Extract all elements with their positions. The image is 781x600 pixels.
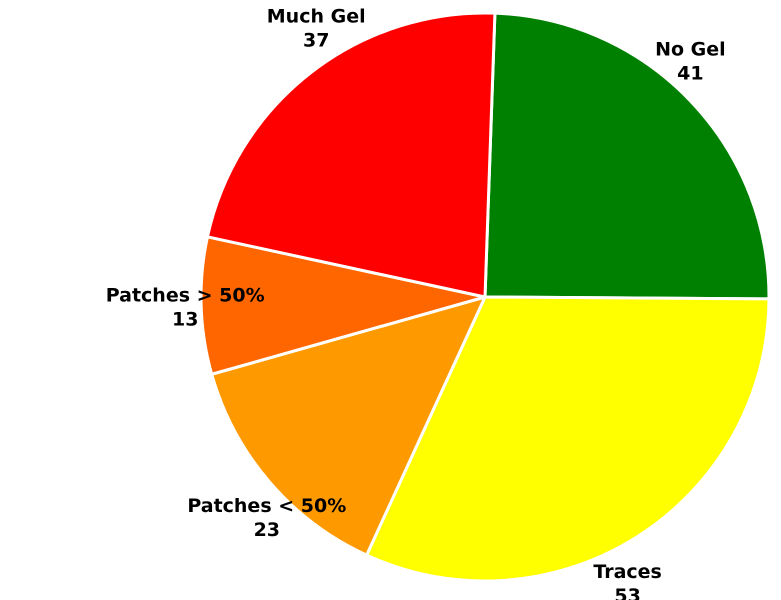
pie-slice-much-gel — [205, 11, 497, 299]
pie-slice-traces — [365, 295, 771, 583]
slice-label-no-gel: No Gel — [655, 39, 726, 61]
slice-label-patches-50: Patches > 50% — [106, 285, 265, 307]
slice-value-much-gel: 37 — [303, 30, 329, 52]
pie-slices — [199, 11, 771, 583]
pie-slice-patches-50 — [210, 295, 487, 557]
slice-label-traces: Traces — [593, 561, 662, 583]
slice-value-no-gel: 41 — [677, 63, 703, 85]
slice-value-patches-50: 23 — [254, 519, 280, 541]
slice-value-traces: 53 — [614, 585, 640, 600]
slice-label-much-gel: Much Gel — [267, 6, 366, 28]
slice-value-patches-50: 13 — [172, 309, 198, 331]
pie-slice-patches-50 — [199, 235, 487, 376]
slice-label-patches-50: Patches < 50% — [187, 495, 346, 517]
pie-slice-no-gel — [483, 11, 771, 301]
